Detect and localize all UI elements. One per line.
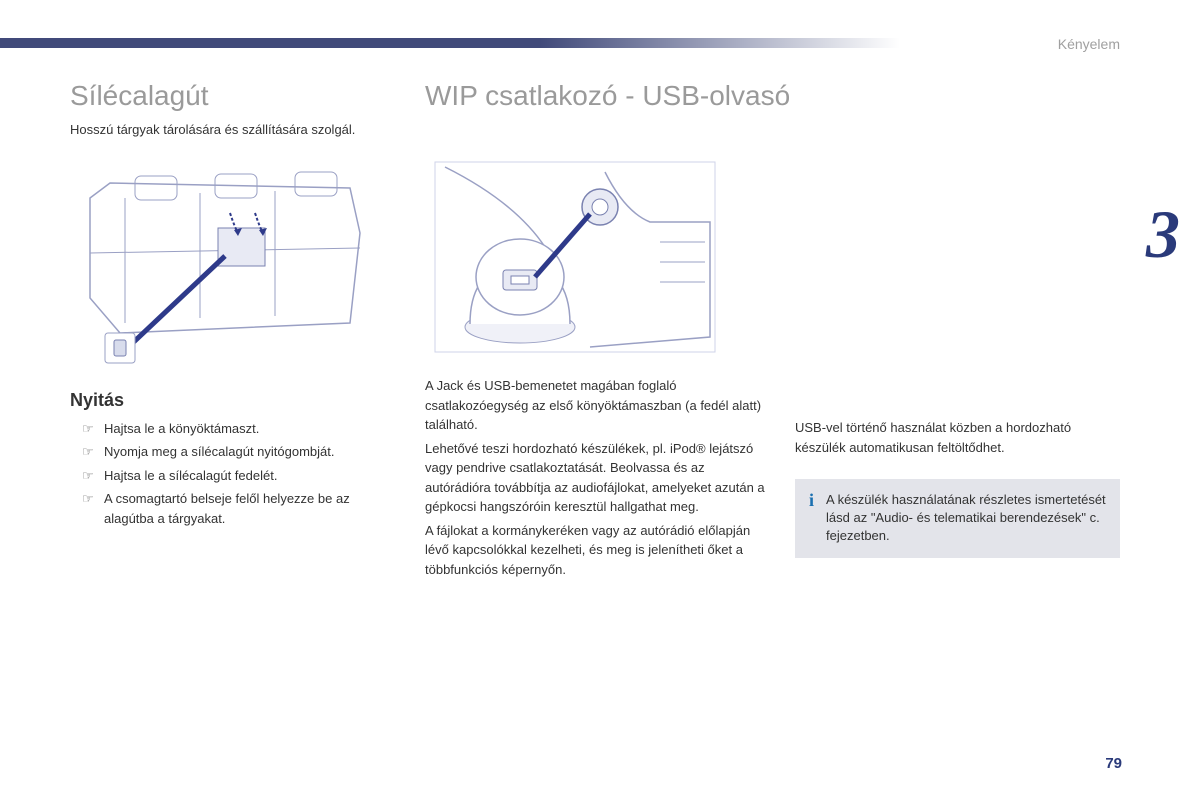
info-callout-box: i A készülék használatának részletes ism…	[795, 479, 1120, 558]
chapter-number: 3	[1146, 195, 1180, 274]
title-ski-hatch: Sílécalagút	[70, 80, 395, 112]
page-content: Sílécalagút Hosszú tárgyak tárolására és…	[70, 80, 1120, 583]
list-item: Hajtsa le a sílécalagút fedelét.	[82, 466, 395, 486]
list-item: A csomagtartó belseje felől helyezze be …	[82, 489, 395, 528]
subheading-opening: Nyitás	[70, 390, 395, 411]
page-number: 79	[1105, 755, 1122, 772]
column-wip-connector: WIP csatlakozó - USB-olvasó A Jack és US…	[425, 80, 765, 583]
figure-usb-socket	[425, 152, 725, 362]
usb-charge-note: USB-vel történő használat közben a hordo…	[795, 418, 1120, 457]
figure-ski-hatch	[70, 158, 370, 368]
column-usb-note: USB-vel történő használat közben a hordo…	[795, 80, 1120, 583]
spacer	[795, 80, 1120, 418]
list-item: Hajtsa le a könyöktámaszt.	[82, 419, 395, 439]
intro-ski-hatch: Hosszú tárgyak tárolására és szállításár…	[70, 120, 395, 140]
paragraph: Lehetővé teszi hordozható készülékek, pl…	[425, 439, 765, 517]
list-item: Nyomja meg a sílécalagút nyitógombját.	[82, 442, 395, 462]
title-wip: WIP csatlakozó - USB-olvasó	[425, 80, 765, 112]
paragraph: A fájlokat a kormánykeréken vagy az autó…	[425, 521, 765, 580]
paragraph: A Jack és USB-bemenetet magában foglaló …	[425, 376, 765, 435]
steps-list: Hajtsa le a könyöktámaszt. Nyomja meg a …	[70, 419, 395, 533]
info-text: A készülék használatának részletes ismer…	[826, 491, 1106, 546]
header-gradient-bar	[0, 38, 1200, 48]
info-icon: i	[809, 491, 814, 509]
column-ski-hatch: Sílécalagút Hosszú tárgyak tárolására és…	[70, 80, 395, 583]
section-label: Kényelem	[1058, 36, 1120, 52]
